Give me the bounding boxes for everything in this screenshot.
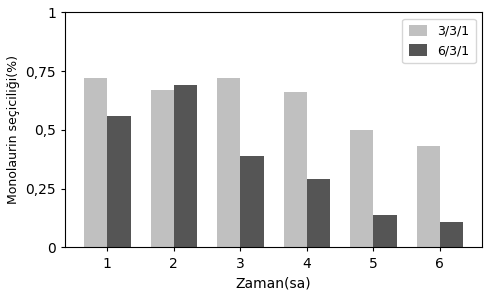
Bar <box>349 130 372 247</box>
Y-axis label: Monolaurin seçiciliği(%): Monolaurin seçiciliği(%) <box>7 56 20 204</box>
Bar <box>84 78 107 247</box>
Legend: 3/3/1, 6/3/1: 3/3/1, 6/3/1 <box>402 19 475 64</box>
Bar <box>240 156 263 247</box>
Bar <box>439 222 462 247</box>
Bar <box>372 214 396 247</box>
Bar <box>150 90 174 247</box>
Bar <box>283 92 306 247</box>
Bar <box>217 78 240 247</box>
Bar <box>107 116 130 247</box>
Bar <box>416 146 439 247</box>
Bar <box>306 179 329 247</box>
Bar <box>174 85 197 247</box>
X-axis label: Zaman(sa): Zaman(sa) <box>235 276 311 290</box>
